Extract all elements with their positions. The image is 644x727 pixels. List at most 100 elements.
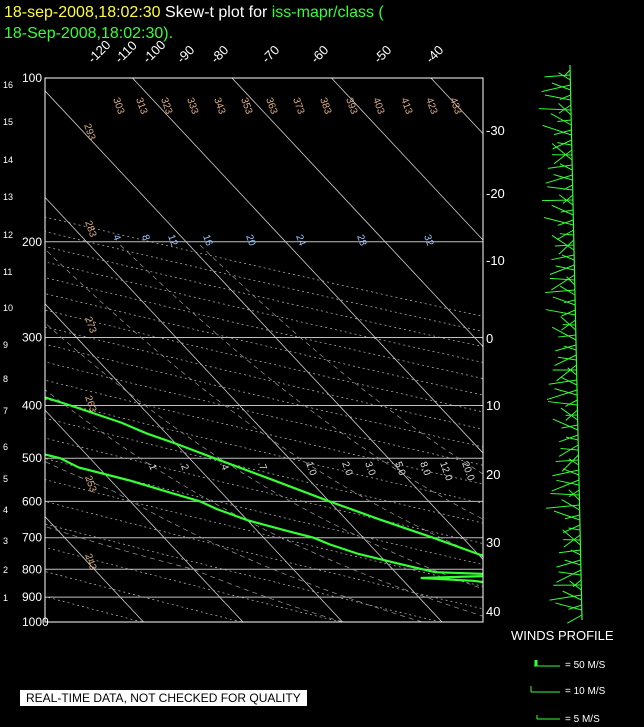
- isotherm: [331, 78, 483, 241]
- wind-barb: [562, 194, 574, 204]
- height-tick-label: 15: [3, 117, 13, 127]
- wind-barb: [555, 459, 579, 462]
- wind-barb: [561, 376, 578, 386]
- wind-staff: [569, 64, 583, 621]
- pressure-tick-label: 1000: [22, 615, 49, 629]
- wind-barb: [568, 604, 582, 610]
- moist-adiabat: [116, 241, 483, 520]
- wind-barb: [565, 436, 579, 441]
- height-tick-label: 13: [3, 192, 13, 202]
- wind-legend-title: WINDS PROFILE: [511, 628, 614, 643]
- temp-tick-right: 10: [486, 398, 500, 413]
- wind-barb: [555, 602, 582, 611]
- wind-barb: [563, 299, 576, 304]
- wind-barb: [558, 239, 575, 255]
- wind-barb: [561, 499, 580, 511]
- wind-barb: [552, 418, 579, 431]
- height-tick-label: 1: [3, 593, 8, 603]
- height-tick-label: 6: [3, 442, 8, 452]
- title-station: iss-mapr/class (: [271, 4, 384, 21]
- height-tick-label: 12: [3, 230, 13, 240]
- moist-adiabat: [45, 322, 483, 590]
- dry-adiabat: [45, 246, 483, 348]
- wind-barb: [558, 72, 571, 81]
- height-tick-label: 14: [3, 155, 13, 165]
- wind-barb: [554, 388, 578, 396]
- height-tick-label: 4: [3, 505, 8, 515]
- mixing-ratio-label: 28: [354, 233, 368, 248]
- mixing-ratio-low-label: 3.0: [362, 460, 377, 477]
- wind-barb: [554, 354, 577, 367]
- wind-barb: [559, 163, 573, 171]
- moist-adiabat: [45, 461, 423, 622]
- mixing-ratio-label: 12: [165, 233, 179, 248]
- wind-barb: [562, 468, 580, 476]
- wind-barb: [558, 434, 579, 443]
- wind-barb: [558, 444, 579, 457]
- wind-barb: [542, 124, 572, 136]
- mixing-ratio-low-label: 8.0: [417, 460, 432, 477]
- wind-barb: [557, 142, 572, 146]
- temp-tick-right: -30: [486, 123, 505, 138]
- wind-barb: [567, 614, 583, 624]
- wind-barb: [541, 84, 571, 93]
- mixing-ratio-low-label: 1.0: [303, 460, 318, 477]
- wind-barb: [555, 344, 577, 352]
- wind-barb: [568, 489, 580, 498]
- wind-barb: [551, 326, 577, 341]
- mixing-ratio-label: 4: [110, 233, 122, 242]
- wind-barb: [564, 514, 580, 520]
- pressure-tick-label: 400: [22, 399, 42, 413]
- plot-title: 18-sep-2008,18:02:30 Skew-t plot for iss…: [4, 2, 474, 44]
- title-line2: 18-Sep-2008,18:02:30).: [4, 25, 174, 42]
- wind-barb: [547, 164, 573, 169]
- wind-barb: [558, 103, 572, 116]
- wind-barb: [551, 479, 580, 492]
- wind-barb: [550, 492, 580, 496]
- temp-tick-right: -20: [486, 186, 505, 201]
- temp-tick-right: 30: [486, 535, 500, 550]
- wind-barb: [562, 529, 581, 546]
- title-prefix: Skew-t plot for: [165, 4, 268, 21]
- wind-barb: [561, 454, 579, 472]
- wind-barb: [545, 289, 575, 294]
- wind-barb: [551, 143, 573, 161]
- wind-barb: [552, 296, 576, 306]
- wind-barb: [560, 209, 574, 213]
- wind-barb: [551, 234, 575, 251]
- wind-barb: [551, 204, 574, 216]
- wind-legend-5: = 5 M/S: [565, 714, 600, 725]
- wind-barb: [559, 233, 574, 236]
- quality-disclaimer: REAL-TIME DATA, NOT CHECKED FOR QUALITY: [20, 690, 307, 706]
- wind-barb: [556, 479, 580, 486]
- temp-tick-right: 0: [486, 331, 493, 346]
- wind-barb: [552, 469, 579, 477]
- wind-barb: [551, 254, 575, 261]
- pressure-tick-label: 200: [22, 235, 42, 249]
- isotherm: [132, 78, 483, 454]
- wind-barb: [568, 527, 581, 531]
- wind-barb: [555, 265, 575, 271]
- wind-barb: [547, 186, 573, 191]
- pressure-tick-label: 900: [22, 590, 42, 604]
- wind-barb: [570, 549, 581, 556]
- wind-barb: [553, 149, 573, 165]
- wind-barb: [556, 229, 574, 241]
- pressure-tick-label: 100: [22, 71, 42, 85]
- mixing-ratio-label: 32: [421, 233, 435, 248]
- wind-barb: [557, 356, 577, 361]
- wind-barb: [569, 580, 582, 591]
- wind-barb: [544, 94, 571, 101]
- isotherm: [45, 409, 244, 622]
- wind-barb: [560, 316, 577, 331]
- wind-barb: [547, 401, 578, 406]
- wind-legend-10: = 10 M/S: [565, 686, 606, 697]
- wind-barb: [549, 264, 575, 275]
- height-tick-label: 2: [3, 565, 8, 575]
- wind-barb: [551, 274, 575, 291]
- dry-adiabat: [45, 216, 483, 317]
- wind-barb: [562, 590, 582, 601]
- pressure-tick-label: 600: [22, 494, 42, 508]
- wind-barb: [558, 549, 581, 554]
